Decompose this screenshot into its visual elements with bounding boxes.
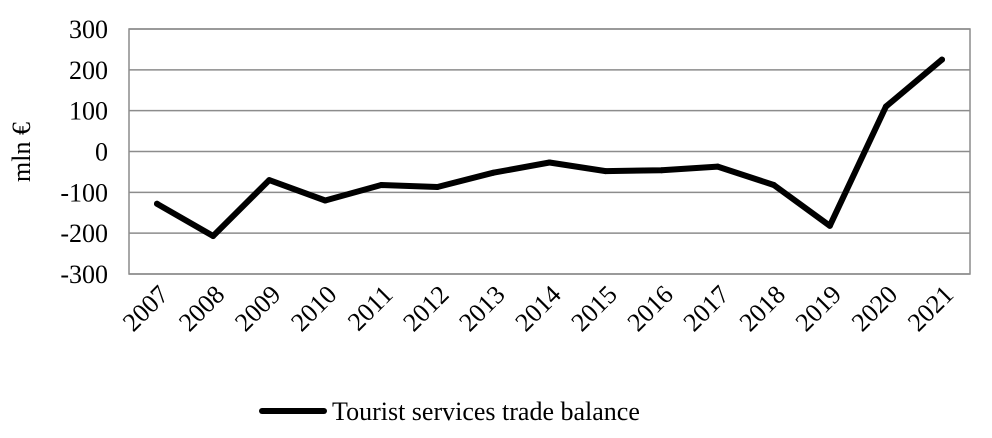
data-point [826, 222, 833, 229]
x-tick-label: 2020 [846, 280, 903, 337]
y-tick-label: 0 [95, 138, 108, 167]
x-tick-label: 2017 [678, 280, 735, 337]
x-tick-label: 2014 [509, 280, 566, 337]
x-tick-label: 2015 [566, 280, 623, 337]
legend-label: Tourist services trade balance [332, 397, 640, 426]
data-point [770, 181, 777, 188]
y-tick-label: -300 [60, 260, 108, 289]
x-tick-label: 2011 [342, 280, 399, 337]
data-point [322, 197, 329, 204]
data-point [266, 177, 273, 184]
y-axis-title: mln € [7, 122, 36, 182]
y-tick-label: -200 [60, 219, 108, 248]
x-tick-label: 2009 [229, 280, 286, 337]
series-group [154, 56, 945, 240]
data-point [602, 168, 609, 175]
y-tick-label: 200 [69, 56, 108, 85]
y-tick-labels: 300 200 100 0 -100 -200 -300 [60, 15, 108, 289]
x-tick-label: 2008 [173, 280, 230, 337]
plot-frame [128, 28, 971, 275]
data-point [546, 159, 553, 166]
x-tick-label: 2007 [117, 280, 174, 337]
data-point [210, 233, 217, 240]
data-point [378, 181, 385, 188]
gridlines [129, 28, 970, 275]
y-tick-label: -100 [60, 178, 108, 207]
data-point [658, 167, 665, 174]
series-line [154, 56, 945, 239]
x-tick-label: 2018 [734, 280, 791, 337]
x-tick-label: 2016 [622, 280, 679, 337]
data-point [154, 200, 161, 207]
data-point [882, 103, 889, 110]
data-point [714, 163, 721, 170]
y-tick-label: 100 [69, 97, 108, 126]
x-tick-label: 2013 [453, 280, 510, 337]
data-point [938, 56, 945, 63]
x-tick-label: 2021 [902, 280, 959, 337]
legend: Tourist services trade balance [259, 397, 640, 426]
data-point [490, 169, 497, 176]
data-point [434, 184, 441, 191]
x-tick-label: 2019 [790, 280, 847, 337]
y-tick-label: 300 [69, 15, 108, 44]
x-tick-label: 2012 [397, 280, 454, 337]
x-tick-label: 2010 [285, 280, 342, 337]
